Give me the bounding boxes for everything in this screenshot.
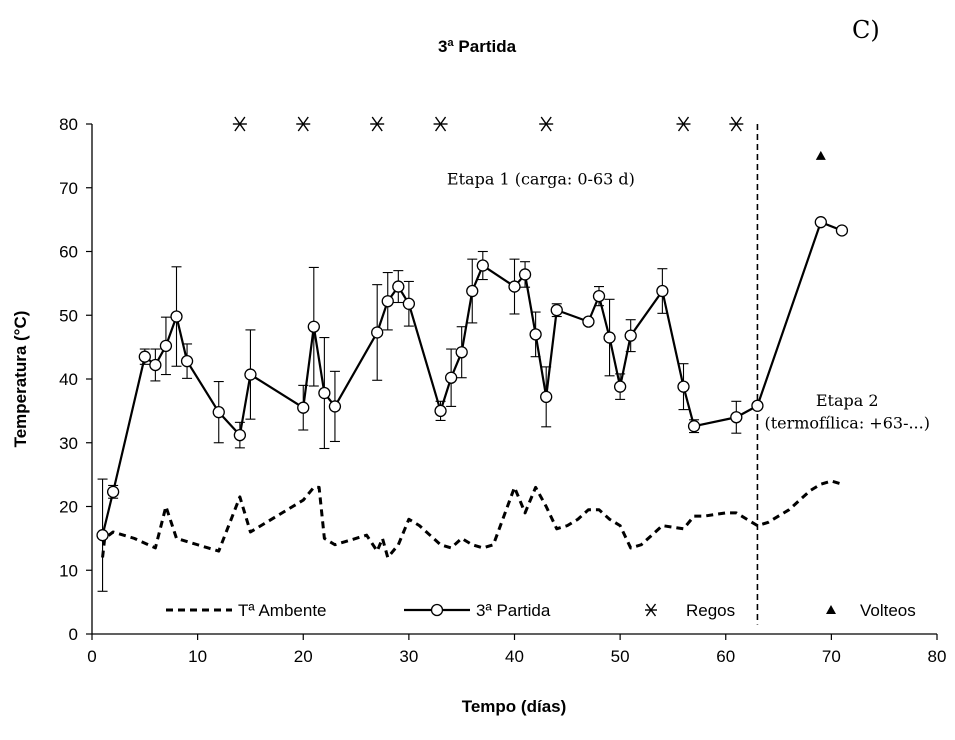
series-partida-point — [444, 371, 458, 384]
y-ticks: 0 10 20 30 40 50 60 70 80 — [59, 115, 92, 644]
y-tick-label: 70 — [59, 179, 78, 198]
x-tick-label: 20 — [294, 647, 313, 666]
series-partida-point — [402, 297, 416, 310]
plot-area — [96, 116, 849, 625]
x-tick-label: 60 — [716, 647, 735, 666]
series-partida-point — [656, 284, 669, 298]
legend-volteos-marker — [826, 605, 836, 614]
series-partida-point — [138, 350, 151, 363]
series-ambente-line — [101, 479, 843, 559]
series-partida-point — [603, 331, 616, 344]
y-tick-label: 30 — [59, 434, 78, 453]
legend-regos-label: Regos — [686, 601, 735, 620]
regos-marker — [729, 116, 744, 132]
series-partida-point — [582, 315, 595, 328]
annotation-etapa-1: Etapa 1 (carga: 0-63 d) — [447, 170, 635, 189]
x-ticks: 0 10 20 30 40 50 60 70 80 — [87, 634, 946, 666]
regos-marker — [433, 116, 448, 132]
series-partida-point — [835, 224, 849, 237]
x-tick-label: 50 — [611, 647, 630, 666]
series-partida-point — [297, 401, 310, 414]
regos-marker-stroke — [730, 116, 742, 132]
series-partida-point — [730, 411, 743, 424]
annotation-etapa-2-detail: (termofílica: +63-...) — [764, 414, 930, 433]
x-tick-label: 10 — [188, 647, 207, 666]
series-partida-point — [613, 380, 627, 393]
regos-marker — [370, 116, 385, 132]
series-partida-point — [476, 259, 489, 272]
series-partida-point — [624, 329, 637, 342]
y-tick-label: 20 — [59, 498, 78, 517]
series-partida-point — [149, 358, 162, 372]
series-partida-point — [677, 380, 690, 393]
regos-marker-stroke — [540, 116, 552, 132]
y-axis-label: Temperatura (°C) — [11, 311, 30, 448]
annotations: Etapa 1 (carga: 0-63 d) Etapa 2 (termofí… — [447, 170, 930, 433]
x-tick-label: 30 — [399, 647, 418, 666]
series-partida-point — [751, 399, 764, 412]
series-partida-point — [518, 268, 532, 281]
chart-title: 3ª Partida — [438, 37, 517, 56]
volteos-marker — [815, 150, 826, 160]
series-partida-line — [101, 221, 843, 536]
y-tick-label: 50 — [59, 306, 78, 325]
series-partida-point — [328, 400, 342, 413]
series-partida-point — [550, 303, 563, 317]
series-partida-point — [466, 284, 479, 298]
series-partida-point — [392, 280, 405, 293]
series-partida-point — [508, 280, 521, 293]
regos-marker — [539, 116, 554, 132]
legend-partida-label: 3ª Partida — [476, 601, 551, 620]
series-partida-point — [233, 428, 247, 442]
series-partida-point — [170, 310, 183, 323]
regos-marker-stroke — [371, 116, 383, 132]
series-partida-point — [434, 404, 447, 418]
series-partida-point — [592, 289, 606, 303]
x-tick-label: 0 — [87, 647, 96, 666]
legend-partida-marker — [430, 603, 444, 617]
regos-marker — [232, 116, 247, 132]
series-partida-point — [371, 326, 384, 339]
series-partida-point — [96, 529, 109, 542]
y-tick-label: 10 — [59, 561, 78, 580]
regos-marker-stroke — [434, 116, 447, 132]
regos-marker-stroke — [677, 116, 690, 132]
y-tick-label: 0 — [69, 625, 78, 644]
x-axis-label: Tempo (días) — [462, 697, 567, 716]
series-partida-point — [244, 368, 257, 381]
series-partida-point — [529, 328, 542, 341]
y-tick-label: 40 — [59, 370, 78, 389]
regos-marker — [676, 116, 691, 132]
series-partida-point — [318, 386, 331, 400]
x-tick-label: 80 — [928, 647, 947, 666]
y-tick-label: 60 — [59, 243, 78, 262]
series-partida-point — [106, 485, 120, 498]
legend-ambente-label: Tª Ambente — [238, 601, 327, 620]
panel-label: C) — [852, 16, 880, 44]
legend-volteos-label: Volteos — [860, 601, 916, 620]
regos-marker-stroke — [234, 116, 246, 132]
legend-regos-marker — [645, 603, 657, 617]
series-partida-point — [307, 320, 320, 333]
regos-marker-stroke — [297, 116, 309, 132]
series-partida-point — [455, 346, 468, 359]
regos-marker — [296, 116, 311, 132]
y-tick-label: 80 — [59, 115, 78, 134]
series-partida-point — [814, 216, 827, 229]
series-partida-point — [687, 420, 701, 433]
series-partida-point — [540, 390, 553, 404]
x-tick-label: 40 — [505, 647, 524, 666]
series-partida-point — [381, 295, 394, 308]
annotation-etapa-2: Etapa 2 — [816, 391, 879, 410]
legend: Tª Ambente 3ª Partida Regos Volteos — [166, 601, 916, 620]
series-partida-point — [159, 339, 173, 353]
series-partida-point — [180, 354, 194, 368]
x-tick-label: 70 — [822, 647, 841, 666]
series-partida-point — [212, 405, 225, 419]
axes: 0 10 20 30 40 50 60 70 80 0 10 20 30 40 50 60 70 80 — [59, 115, 946, 666]
